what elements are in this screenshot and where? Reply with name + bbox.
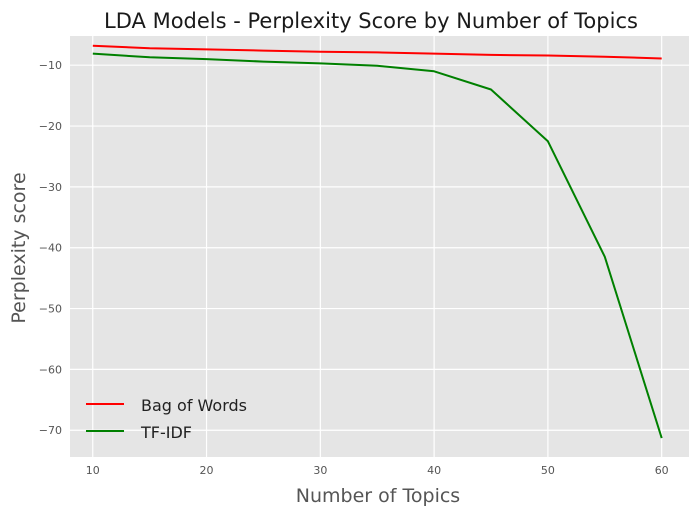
y-axis-title: Perplexity score: [8, 172, 30, 323]
x-tick-label: 60: [655, 464, 669, 477]
y-tick-label: −70: [39, 424, 62, 437]
y-tick-label: −50: [39, 303, 62, 316]
y-tick-label: −30: [39, 181, 62, 194]
legend-label-tf-idf: TF-IDF: [140, 423, 192, 442]
y-tick-label: −60: [39, 363, 62, 376]
series-line-tf-idf: [92, 52, 663, 439]
x-tick-labels: 10 20 30 40 50 60: [86, 464, 669, 477]
x-axis-title: Number of Topics: [296, 485, 460, 507]
grid-lines: [70, 36, 689, 457]
series-line-bag-of-words: [92, 44, 662, 60]
y-tick-label: −20: [39, 120, 62, 133]
legend: Bag of Words TF-IDF: [86, 396, 247, 442]
x-tick-label: 50: [541, 464, 555, 477]
x-tick-label: 10: [86, 464, 100, 477]
chart-title: LDA Models - Perplexity Score by Number …: [104, 9, 638, 33]
series-lines: [92, 44, 663, 439]
x-tick-label: 40: [427, 464, 441, 477]
y-tick-label: −40: [39, 242, 62, 255]
legend-label-bag-of-words: Bag of Words: [141, 396, 247, 415]
x-tick-label: 20: [200, 464, 214, 477]
x-tick-label: 30: [313, 464, 327, 477]
y-tick-labels: −10 −20 −30 −40 −50 −60 −70: [39, 59, 62, 437]
plot-area: [70, 36, 689, 457]
y-tick-label: −10: [39, 59, 62, 72]
